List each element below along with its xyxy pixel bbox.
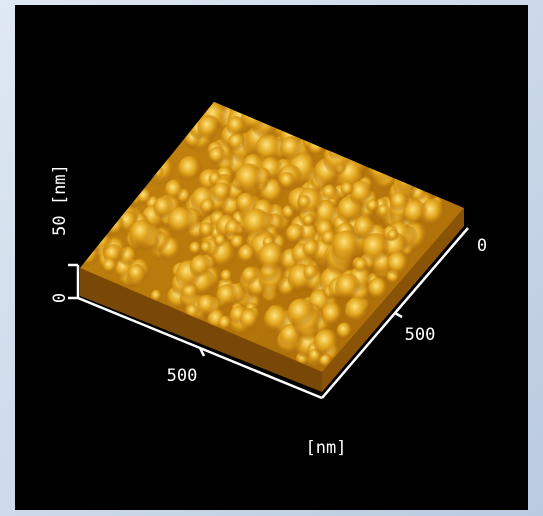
y-end-label: 0 [477, 236, 487, 256]
right-side [322, 208, 464, 392]
grain [234, 163, 264, 196]
grain [220, 269, 234, 284]
grain [239, 308, 260, 332]
grain [255, 133, 284, 165]
grain [344, 296, 371, 325]
grain [242, 208, 271, 241]
surface-grains [80, 102, 447, 370]
grain [224, 219, 242, 239]
grain [335, 273, 362, 303]
grain [127, 263, 147, 285]
grain [419, 198, 447, 229]
grain [353, 257, 369, 274]
grain [258, 242, 287, 274]
grain [199, 222, 215, 240]
grain [226, 116, 247, 138]
z-top-label: 50 [nm] [50, 164, 70, 236]
grain [214, 234, 227, 248]
grain [189, 254, 212, 280]
y-axis-label: 500 [405, 325, 436, 345]
grain [279, 171, 297, 191]
grain [153, 196, 175, 220]
grain [297, 195, 312, 211]
unit-label: [nm] [306, 438, 347, 458]
grain [196, 294, 218, 318]
grain [361, 233, 391, 265]
grain [241, 266, 260, 287]
y-tick [394, 311, 403, 319]
grain [349, 180, 374, 208]
grain [136, 188, 153, 206]
grain [164, 179, 185, 202]
grain [197, 115, 222, 142]
grain [302, 239, 321, 259]
grain [212, 182, 232, 204]
grain [402, 199, 428, 228]
grain [200, 198, 216, 216]
grain [387, 229, 400, 243]
grain [377, 204, 391, 219]
grain [303, 264, 319, 282]
grain [332, 230, 362, 263]
grain [336, 322, 354, 341]
grain [340, 181, 356, 198]
grain [367, 277, 390, 302]
x-axis-label: 500 [167, 366, 198, 386]
grain [208, 146, 227, 167]
grain [189, 241, 203, 257]
z-bottom-label: 0 [50, 293, 70, 303]
grain [129, 219, 156, 249]
grain [102, 257, 118, 275]
grain [200, 241, 213, 255]
grain [302, 213, 316, 228]
axes [68, 227, 469, 400]
grain [227, 132, 246, 153]
grain [218, 315, 233, 332]
grain [167, 206, 195, 238]
grain [285, 223, 306, 247]
x-tick [198, 347, 206, 357]
front-side [80, 268, 322, 392]
grain [177, 155, 204, 184]
grain [263, 305, 291, 335]
grain [386, 251, 411, 278]
grain [287, 298, 316, 330]
grain [321, 302, 345, 328]
grain [279, 136, 304, 162]
grain [313, 329, 340, 359]
grain [390, 191, 410, 214]
grain [237, 244, 257, 266]
grain [322, 184, 338, 202]
grain [353, 216, 376, 241]
